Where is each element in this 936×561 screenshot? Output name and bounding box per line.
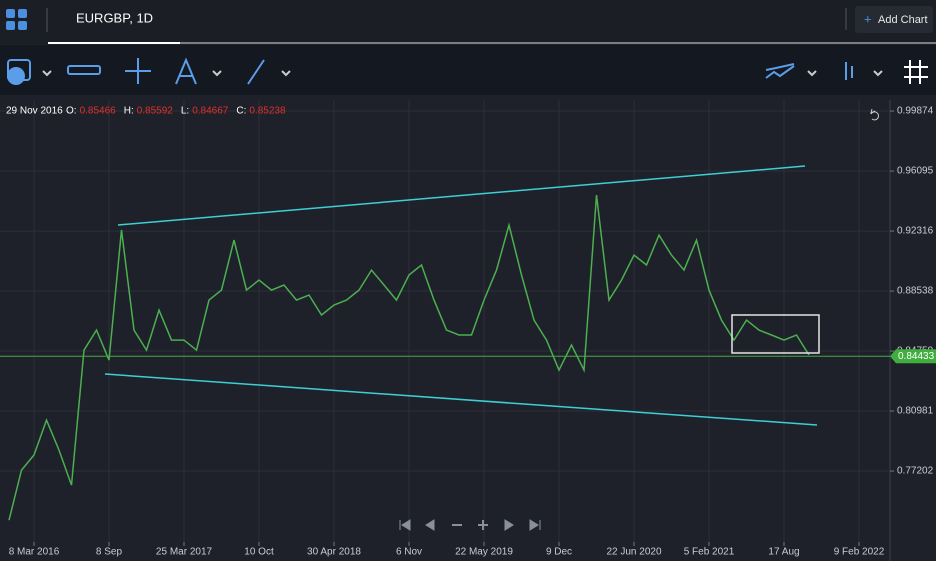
plot-area: 0.772020.809810.847590.885380.923160.960… — [0, 100, 936, 561]
legend-date: 29 Nov 2016 — [6, 106, 63, 117]
x-tick-label: 30 Apr 2018 — [307, 547, 361, 558]
ohlc-label: C: — [236, 106, 246, 117]
toolbar-icons[interactable] — [7, 57, 928, 85]
x-tick-label: 9 Dec — [546, 547, 572, 558]
x-tick-label: 25 Mar 2017 — [156, 547, 213, 558]
layout-button[interactable] — [6, 9, 27, 30]
y-tick-label: 0.92316 — [897, 226, 934, 237]
tab-title[interactable]: EURGBP, 1D — [76, 10, 153, 25]
y-tick-label: 0.80981 — [897, 406, 934, 417]
price-line — [8, 195, 810, 521]
x-tick-label: 8 Sep — [96, 547, 123, 558]
y-tick-label: 0.99874 — [897, 106, 934, 117]
x-tick-label: 22 May 2019 — [455, 547, 513, 558]
ohlc-label: H: — [124, 106, 134, 117]
navigation-controls[interactable] — [399, 519, 541, 531]
ohlc-value: 0.85466 — [80, 106, 117, 117]
y-tick-label: 0.88538 — [897, 286, 934, 297]
add-chart-label[interactable]: Add Chart — [878, 14, 928, 26]
ohlc-value: 0.85592 — [137, 106, 174, 117]
plus-icon: + — [864, 11, 872, 26]
ohlc-legend: O: 0.85466 H: 0.85592 L: 0.84667 C: 0.85238 — [66, 106, 286, 117]
last-price-tag — [890, 349, 936, 364]
ohlc-value: 0.85238 — [249, 106, 286, 117]
x-tick-label: 17 Aug — [768, 547, 799, 558]
toolbar — [0, 45, 936, 95]
header-bar — [0, 0, 936, 44]
range-box — [731, 314, 820, 354]
x-tick-label: 10 Oct — [244, 547, 274, 558]
x-tick-label: 5 Feb 2021 — [684, 547, 735, 558]
x-tick-label: 22 Jun 2020 — [606, 547, 661, 558]
ohlc-label: L: — [181, 106, 189, 117]
ohlc-label: O: — [66, 106, 77, 117]
x-tick-label: 9 Feb 2022 — [834, 547, 885, 558]
y-tick-label: 0.96095 — [897, 166, 934, 177]
trend-line — [117, 165, 806, 226]
trend-line — [104, 373, 818, 426]
add-chart-button[interactable] — [855, 6, 933, 33]
refresh-icon[interactable] — [870, 108, 879, 121]
ohlc-value: 0.84667 — [192, 106, 229, 117]
x-tick-label: 8 Mar 2016 — [9, 547, 60, 558]
x-tick-label: 6 Nov — [396, 547, 422, 558]
y-tick-label: 0.77202 — [897, 466, 934, 477]
last-price-label: 0.84433 — [898, 351, 935, 362]
